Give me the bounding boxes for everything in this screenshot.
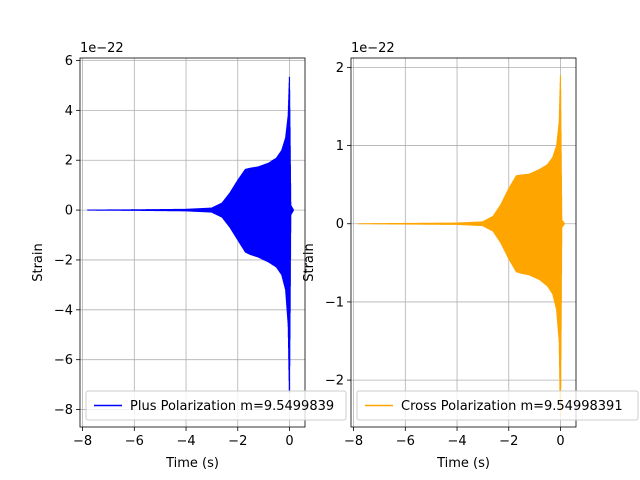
x-tick-label: −6 <box>125 434 144 449</box>
legend: Cross Polarization m=9.54998391 <box>356 390 639 421</box>
x-tick-label: −8 <box>344 434 363 449</box>
y-offset-text: 1e−22 <box>351 41 395 56</box>
legend-box <box>356 390 639 421</box>
y-axis-label: Strain <box>302 243 317 282</box>
series-cross-polarization <box>358 75 565 416</box>
legend: Plus Polarization m=9.5499839 <box>85 390 347 421</box>
y-offset-text: 1e−22 <box>80 41 124 56</box>
y-tick-label: 1 <box>336 139 344 154</box>
x-tick-label: 0 <box>285 434 293 449</box>
axes-frame <box>79 57 306 428</box>
x-axis-label: Time (s) <box>436 456 490 471</box>
x-tick-label: 0 <box>556 434 564 449</box>
y-tick-label: 6 <box>65 54 73 69</box>
x-ticks: −8 −6 −4 −2 0 <box>344 427 565 449</box>
y-tick-label: −4 <box>54 303 73 318</box>
y-tick-label: 2 <box>65 154 73 169</box>
axes-frame <box>350 57 577 428</box>
y-tick-label: 4 <box>65 104 73 119</box>
y-tick-label: −6 <box>54 353 73 368</box>
x-tick-label: −2 <box>228 434 247 449</box>
x-ticks: −8 −6 −4 −2 0 <box>73 427 294 449</box>
x-tick-label: −2 <box>499 434 518 449</box>
series-plus-polarization <box>87 76 294 393</box>
x-tick-label: −4 <box>176 434 195 449</box>
plot-plus-polarization: −8 −6 −4 −2 0 −8 −6 −4 −2 0 2 4 6 Time (s) Strain 1… <box>31 41 347 471</box>
x-tick-label: −8 <box>73 434 92 449</box>
legend-entry-plus-polarization: Plus Polarization m=9.5499839 <box>130 399 334 414</box>
y-ticks: −2 −1 0 1 2 <box>325 61 351 389</box>
y-tick-label: 2 <box>336 61 344 76</box>
y-tick-label: 0 <box>65 204 73 219</box>
legend-entry-cross-polarization: Cross Polarization m=9.54998391 <box>401 399 623 414</box>
y-tick-label: −8 <box>54 403 73 418</box>
y-tick-label: 0 <box>336 217 344 232</box>
y-ticks: −8 −6 −4 −2 0 2 4 6 <box>54 54 80 418</box>
x-axis-label: Time (s) <box>165 456 219 471</box>
y-tick-label: −1 <box>325 295 344 310</box>
y-tick-label: −2 <box>325 374 344 389</box>
legend-box <box>85 390 347 421</box>
y-tick-label: −2 <box>54 253 73 268</box>
x-tick-label: −6 <box>396 434 415 449</box>
y-axis-label: Strain <box>31 243 46 282</box>
series-line <box>87 76 294 393</box>
series-line <box>358 75 565 416</box>
x-tick-label: −4 <box>447 434 466 449</box>
